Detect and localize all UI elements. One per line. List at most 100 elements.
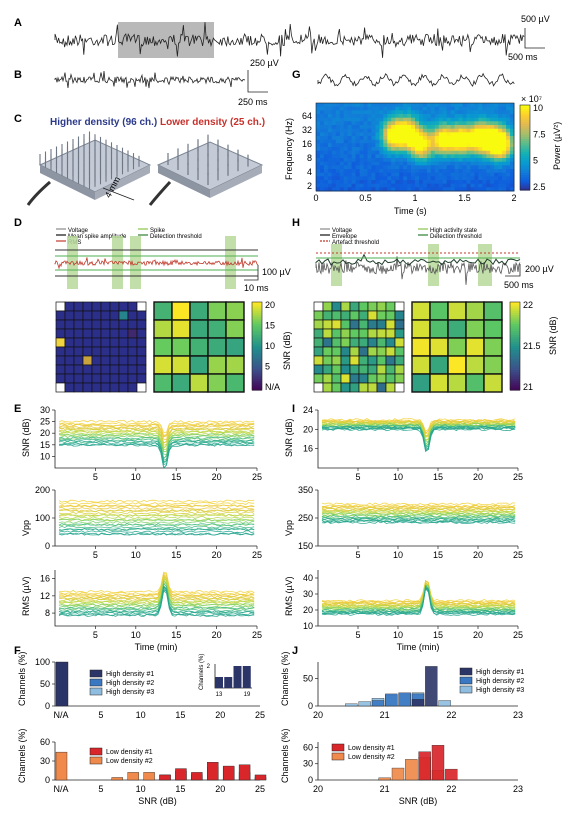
heatmap-cell <box>429 337 449 357</box>
heatmap-cell <box>64 364 75 375</box>
heatmap-cell <box>340 373 351 384</box>
heatmap-cell <box>367 310 378 321</box>
panel-g-cbar-label: Power (µV²) <box>552 122 562 170</box>
chart-xtick: 5 <box>93 472 98 482</box>
chart-xtick: 20 <box>215 784 225 794</box>
series-line <box>321 502 516 506</box>
heatmap-cell <box>429 301 449 321</box>
legend-swatch <box>331 743 345 752</box>
heatmap-cell <box>100 337 111 348</box>
heatmap-cell <box>376 382 387 393</box>
heatmap-cell <box>64 310 75 321</box>
bar <box>438 700 451 707</box>
heatmap-cell <box>340 346 351 357</box>
chart-xtick: 25 <box>255 784 265 794</box>
heatmap-cell <box>118 373 129 384</box>
chart-ytick: 50 <box>303 674 313 684</box>
heatmap-cell <box>73 346 84 357</box>
chart-xtick: 21 <box>380 784 390 794</box>
bar <box>143 772 155 781</box>
heatmap-cell <box>127 328 138 339</box>
series-line <box>58 516 255 520</box>
colorbar-tick: 21.5 <box>523 341 541 351</box>
series-line <box>58 426 255 444</box>
heatmap-cell <box>136 346 147 357</box>
heatmap-cell <box>313 319 324 330</box>
spectrogram-ytick: 64 <box>302 111 312 121</box>
chart-ytick: 30 <box>40 405 50 415</box>
panel-b-scale-t: 250 ms <box>238 97 268 107</box>
heatmap-cell <box>82 337 93 348</box>
heatmap-cell <box>394 328 405 339</box>
series-line <box>321 508 516 512</box>
heatmap-cell <box>385 373 396 384</box>
chart-ytick: 60 <box>40 737 50 747</box>
series-line <box>58 441 255 466</box>
bar <box>111 777 123 781</box>
heatmap-cell <box>171 337 191 357</box>
bar <box>224 677 233 688</box>
heatmap-cell <box>136 355 147 366</box>
panel-i-label: I <box>292 403 295 415</box>
chart-xtick: 10 <box>393 550 403 560</box>
series-line <box>58 425 255 440</box>
bar <box>222 765 235 781</box>
chart-ylabel: Vpp <box>21 520 31 536</box>
panel-a-scale-v: 500 µV <box>521 14 550 24</box>
heatmap-cell <box>127 337 138 348</box>
series-line <box>321 420 516 438</box>
heatmap-cell <box>127 319 138 330</box>
heatmap-cell <box>411 301 431 321</box>
heatmap-cell <box>91 373 102 384</box>
heatmap-cell <box>118 355 129 366</box>
heatmap-cell <box>82 346 93 357</box>
colorbar-tick: 7.5 <box>533 129 546 139</box>
heatmap-cell <box>82 328 93 339</box>
heatmap-cell <box>127 355 138 366</box>
bar <box>431 745 445 781</box>
series-line <box>321 580 516 604</box>
series-line <box>321 515 516 519</box>
heatmap-cell <box>322 301 333 312</box>
chart-xtick: 15 <box>175 784 185 794</box>
heatmap-cell <box>91 355 102 366</box>
chart-xtick: 15 <box>171 472 181 482</box>
heatmap-cell <box>429 319 449 339</box>
chart-xtick: 15 <box>433 472 443 482</box>
series-line <box>58 585 255 611</box>
panel-h-trace-box <box>315 244 521 286</box>
legend-d-item: Voltage <box>68 228 89 234</box>
heatmap-cell <box>91 310 102 321</box>
spectrogram-ytick: 4 <box>307 167 312 177</box>
heatmap-cell <box>313 310 324 321</box>
series-line <box>321 507 516 511</box>
spectrogram-xtick: 2 <box>511 193 516 203</box>
bar-chart-f-inset: 2 13 19 Channels (%) <box>199 654 252 698</box>
heatmap-cell <box>376 355 387 366</box>
heatmap-cell <box>385 355 396 366</box>
bar <box>55 751 68 781</box>
heatmap-cell <box>376 319 387 330</box>
chart-xtick: 21 <box>380 710 390 720</box>
series-line <box>58 523 255 527</box>
heatmap-cell <box>73 364 84 375</box>
heatmap-cell <box>207 301 227 321</box>
heatmap-cell <box>340 382 351 393</box>
heatmap-cell <box>127 301 138 312</box>
bar <box>385 693 398 707</box>
heatmap-cell <box>118 301 129 312</box>
bar <box>254 774 267 781</box>
heatmap-cell <box>465 319 485 339</box>
heatmap-cell <box>136 337 147 348</box>
chart-ylabel: Channels (%) <box>280 728 290 783</box>
heatmap-cell <box>367 319 378 330</box>
heatmap-cell <box>367 346 378 357</box>
heatmap-cell <box>313 364 324 375</box>
series-line <box>58 421 255 437</box>
heatmap-cell <box>367 364 378 375</box>
legend-swatch <box>459 685 473 694</box>
heatmap-cell <box>313 337 324 348</box>
heatmap-cell <box>331 319 342 330</box>
chart-xtick: 25 <box>252 472 262 482</box>
bar <box>358 701 371 707</box>
